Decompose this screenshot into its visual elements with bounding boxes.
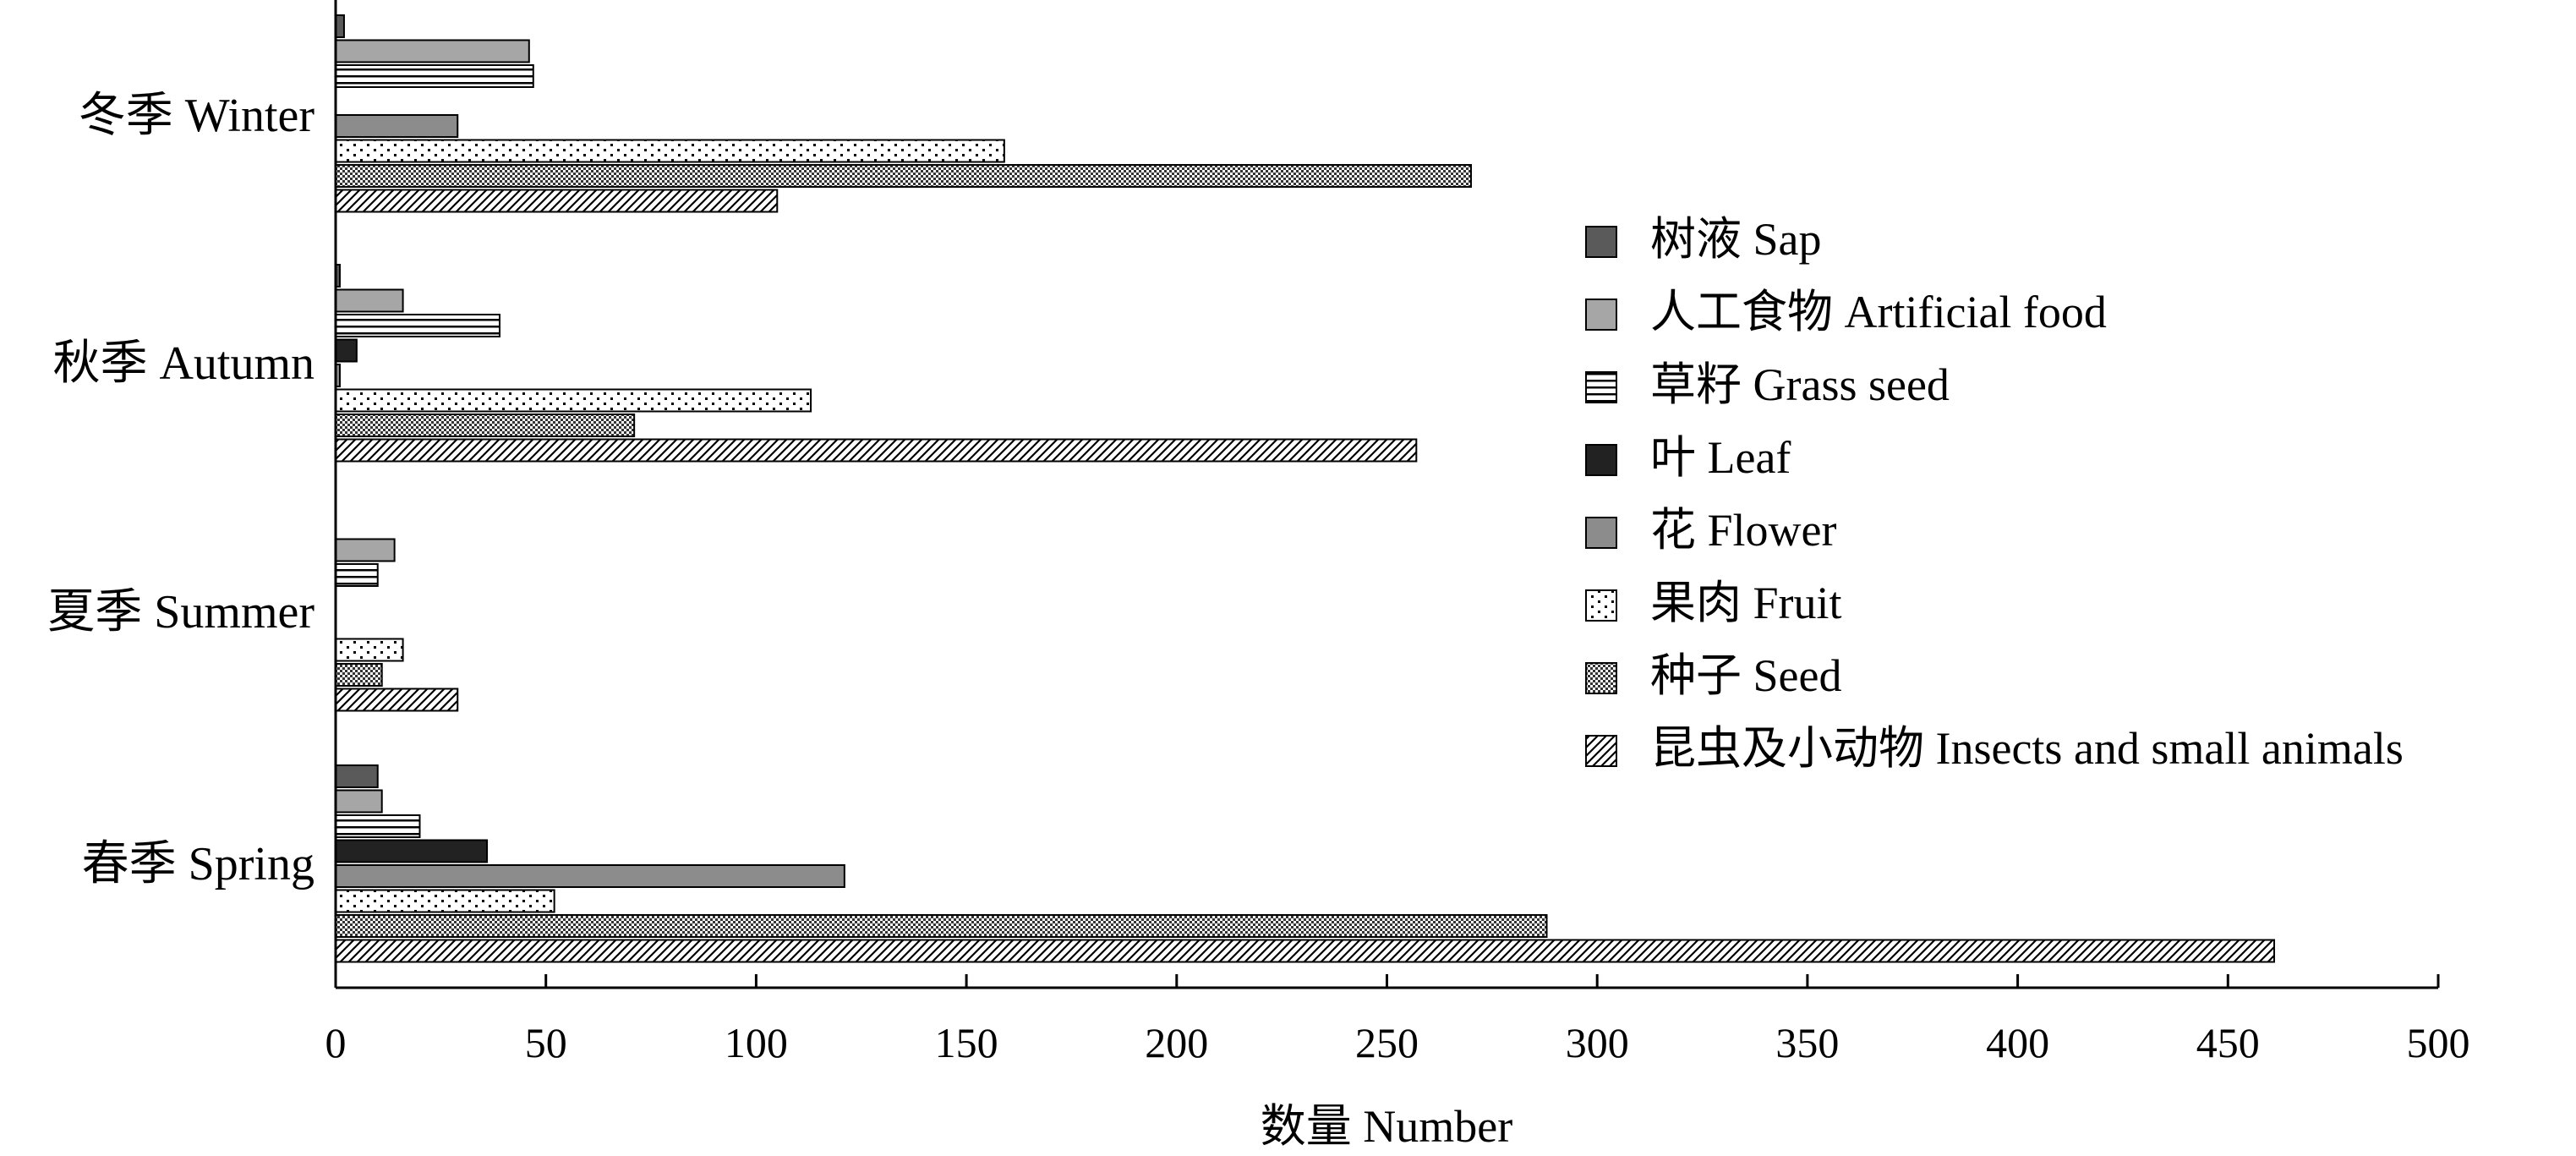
legend: 树液 Sap 人工食物 Artificial food 草籽 Grass seed 叶… — [1585, 214, 2404, 774]
bars — [335, 14, 2276, 963]
x-tick-label: 150 — [935, 1019, 998, 1066]
bar — [335, 764, 379, 788]
x-tick-label: 0 — [325, 1019, 347, 1066]
bar — [335, 789, 383, 814]
x-tick-label: 50 — [525, 1019, 567, 1066]
legend-swatch — [1585, 299, 1617, 331]
legend-swatch — [1585, 735, 1617, 767]
bar — [335, 889, 555, 913]
y-category-label: 夏季 Summer — [47, 586, 314, 638]
bar — [335, 638, 404, 662]
bar — [335, 438, 1418, 463]
x-axis-title: 数量 Number — [1261, 1101, 1512, 1152]
bar — [335, 688, 459, 712]
x-tick-label: 400 — [1986, 1019, 2049, 1066]
y-category-label: 秋季 Autumn — [52, 337, 314, 390]
bar — [335, 139, 1005, 163]
bar — [335, 39, 530, 63]
bar — [335, 189, 779, 213]
x-tick-label: 200 — [1145, 1019, 1208, 1066]
x-tick-label: 100 — [725, 1019, 788, 1066]
legend-swatch — [1585, 517, 1617, 549]
legend-swatch — [1585, 226, 1617, 258]
x-tick-label: 250 — [1355, 1019, 1419, 1066]
bar — [335, 314, 500, 337]
legend-label: 叶 Leaf — [1650, 432, 1791, 483]
bar — [335, 939, 2276, 963]
bar — [335, 388, 812, 413]
bar — [335, 64, 534, 88]
y-category-labels: 冬季 Winter 秋季 Autumn 夏季 Summer 春季 Spring — [47, 90, 314, 890]
legend-label: 草籽 Grass seed — [1650, 359, 1950, 410]
legend-label: 昆虫及小动物 Insects and small animals — [1650, 723, 2404, 774]
y-category-label: 春季 Spring — [82, 838, 314, 890]
bar — [335, 839, 489, 863]
legend-label: 人工食物 Artificial food — [1650, 287, 2107, 337]
legend-swatch — [1585, 589, 1617, 622]
bar — [335, 814, 421, 838]
bar — [335, 114, 459, 138]
bar — [335, 663, 383, 687]
legend-swatch — [1585, 371, 1617, 403]
legend-label: 花 Flower — [1650, 505, 1837, 556]
y-category-label: 冬季 Winter — [79, 90, 315, 142]
bar — [335, 338, 358, 363]
x-tick-label: 450 — [2196, 1019, 2260, 1066]
bar — [335, 538, 396, 562]
x-tick-label: 500 — [2407, 1019, 2470, 1066]
bar — [335, 288, 404, 313]
legend-swatch — [1585, 444, 1617, 476]
bar — [335, 914, 1548, 938]
x-tick-label: 350 — [1775, 1019, 1839, 1066]
bar — [335, 414, 636, 437]
bar — [335, 864, 845, 888]
legend-label: 树液 Sap — [1650, 214, 1822, 265]
legend-swatch — [1585, 662, 1617, 694]
bar — [335, 164, 1472, 188]
x-ticks: 0 50 100 150 200 250 300 350 400 450 500 — [325, 974, 2470, 1066]
legend-label: 果肉 Fruit — [1650, 578, 1842, 628]
legend-label: 种子 Seed — [1650, 650, 1841, 701]
x-tick-label: 300 — [1566, 1019, 1629, 1066]
bar — [335, 563, 379, 587]
